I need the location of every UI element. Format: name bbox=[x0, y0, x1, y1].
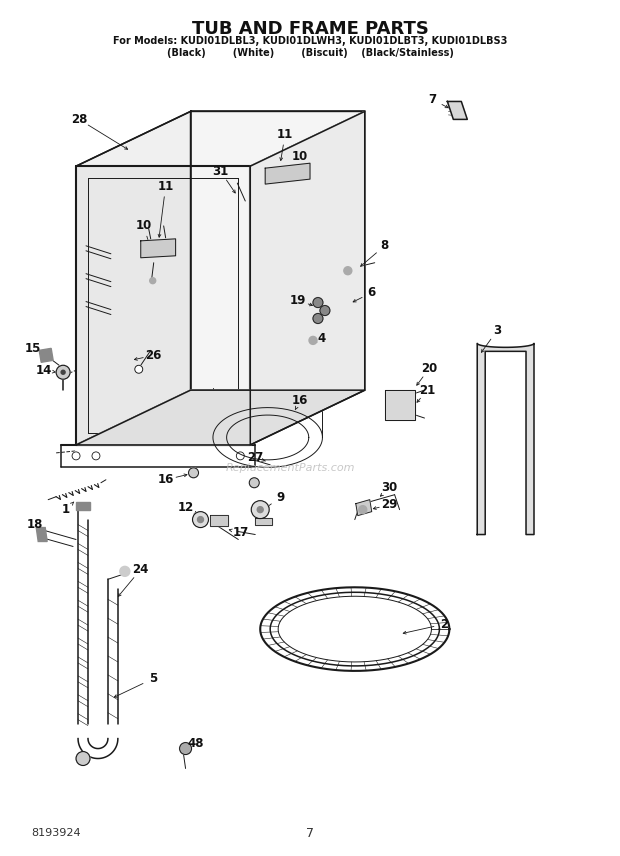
Polygon shape bbox=[250, 111, 365, 445]
Circle shape bbox=[313, 298, 323, 307]
Text: 18: 18 bbox=[27, 518, 43, 531]
Text: 7: 7 bbox=[428, 93, 436, 106]
Text: 16: 16 bbox=[292, 394, 308, 407]
Circle shape bbox=[92, 452, 100, 460]
Text: 8193924: 8193924 bbox=[31, 828, 81, 838]
Text: 8: 8 bbox=[381, 240, 389, 253]
Text: 3: 3 bbox=[493, 324, 501, 337]
Text: For Models: KUDI01DLBL3, KUDI01DLWH3, KUDI01DLBT3, KUDI01DLBS3: For Models: KUDI01DLBL3, KUDI01DLWH3, KU… bbox=[113, 36, 507, 45]
Circle shape bbox=[61, 371, 65, 374]
Text: 12: 12 bbox=[177, 501, 193, 514]
Text: 5: 5 bbox=[149, 672, 157, 686]
Text: (Black)        (White)        (Biscuit)    (Black/Stainless): (Black) (White) (Biscuit) (Black/Stainle… bbox=[167, 48, 453, 57]
Text: 2: 2 bbox=[440, 618, 448, 631]
Text: 10: 10 bbox=[136, 219, 152, 233]
Polygon shape bbox=[477, 343, 534, 534]
Text: 48: 48 bbox=[187, 737, 204, 750]
Circle shape bbox=[193, 512, 208, 527]
Text: 28: 28 bbox=[71, 113, 87, 126]
Text: 6: 6 bbox=[368, 286, 376, 299]
Polygon shape bbox=[265, 163, 310, 184]
Polygon shape bbox=[39, 348, 53, 362]
Circle shape bbox=[198, 517, 203, 522]
Polygon shape bbox=[448, 102, 467, 119]
Text: 21: 21 bbox=[419, 383, 436, 396]
Text: 4: 4 bbox=[318, 332, 326, 345]
Circle shape bbox=[249, 478, 259, 488]
Circle shape bbox=[76, 752, 90, 765]
Circle shape bbox=[257, 507, 264, 513]
Text: ReplacementParts.com: ReplacementParts.com bbox=[225, 463, 355, 473]
Text: 15: 15 bbox=[25, 342, 42, 355]
Text: 30: 30 bbox=[381, 481, 398, 494]
Text: 14: 14 bbox=[36, 364, 52, 377]
Text: 20: 20 bbox=[422, 362, 438, 375]
Circle shape bbox=[251, 501, 269, 519]
Polygon shape bbox=[141, 239, 175, 258]
Text: 1: 1 bbox=[62, 503, 70, 516]
Text: 7: 7 bbox=[306, 827, 314, 840]
Polygon shape bbox=[190, 111, 365, 390]
Circle shape bbox=[344, 267, 352, 275]
Polygon shape bbox=[76, 502, 90, 509]
Circle shape bbox=[309, 336, 317, 344]
Circle shape bbox=[320, 306, 330, 316]
Text: 11: 11 bbox=[157, 180, 174, 193]
Text: 16: 16 bbox=[157, 473, 174, 486]
Circle shape bbox=[180, 743, 192, 754]
Circle shape bbox=[135, 366, 143, 373]
Polygon shape bbox=[36, 527, 47, 542]
Text: 27: 27 bbox=[247, 451, 264, 464]
Polygon shape bbox=[76, 390, 365, 445]
Text: 29: 29 bbox=[381, 498, 398, 511]
Polygon shape bbox=[210, 514, 228, 526]
Circle shape bbox=[236, 452, 244, 460]
Circle shape bbox=[313, 313, 323, 324]
Polygon shape bbox=[76, 111, 365, 166]
Text: 31: 31 bbox=[212, 164, 229, 178]
Polygon shape bbox=[356, 500, 372, 515]
Polygon shape bbox=[76, 111, 190, 445]
Circle shape bbox=[72, 452, 80, 460]
Text: 17: 17 bbox=[232, 526, 249, 539]
Circle shape bbox=[56, 366, 70, 379]
Text: 19: 19 bbox=[290, 294, 306, 307]
Text: 9: 9 bbox=[276, 491, 284, 504]
Circle shape bbox=[120, 567, 130, 576]
Text: 11: 11 bbox=[277, 128, 293, 141]
Polygon shape bbox=[255, 518, 272, 525]
Circle shape bbox=[188, 468, 198, 478]
Text: 24: 24 bbox=[133, 563, 149, 576]
Polygon shape bbox=[384, 390, 415, 420]
Circle shape bbox=[359, 506, 367, 514]
Text: TUB AND FRAME PARTS: TUB AND FRAME PARTS bbox=[192, 20, 428, 38]
Text: 10: 10 bbox=[292, 150, 308, 163]
Text: 26: 26 bbox=[146, 349, 162, 362]
Circle shape bbox=[149, 277, 156, 283]
